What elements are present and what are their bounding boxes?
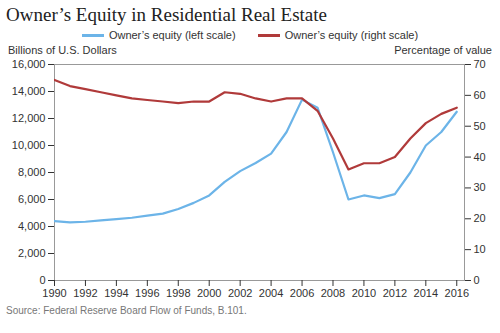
svg-text:8,000: 8,000 <box>18 166 46 178</box>
svg-text:2000: 2000 <box>197 287 221 299</box>
svg-text:2006: 2006 <box>290 287 314 299</box>
svg-text:2010: 2010 <box>352 287 376 299</box>
html-text:Source: Federal Reserve Board: Source: Federal Reserve Board Flow of Fu… <box>6 305 247 316</box>
html-text:Owner’s equity (left scale): Owner’s equity (left scale) <box>108 29 236 41</box>
svg-text:50: 50 <box>474 120 486 132</box>
svg-text:2016: 2016 <box>445 287 469 299</box>
svg-text:1990: 1990 <box>42 287 66 299</box>
svg-text:1998: 1998 <box>166 287 190 299</box>
svg-text:1992: 1992 <box>73 287 97 299</box>
svg-text:10,000: 10,000 <box>12 139 46 151</box>
svg-text:2012: 2012 <box>383 287 407 299</box>
svg-text:40: 40 <box>474 151 486 163</box>
svg-text:20: 20 <box>474 212 486 224</box>
html-text:Owner’s Equity in Residential: Owner’s Equity in Residential Real Estat… <box>6 4 327 25</box>
svg-text:0: 0 <box>474 274 480 286</box>
svg-text:1994: 1994 <box>104 287 128 299</box>
svg-text:60: 60 <box>474 89 486 101</box>
svg-text:1996: 1996 <box>135 287 159 299</box>
svg-text:2014: 2014 <box>414 287 438 299</box>
html-text:Owner’s equity (right scale): Owner’s equity (right scale) <box>284 29 419 41</box>
svg-text:2002: 2002 <box>228 287 252 299</box>
svg-text:12,000: 12,000 <box>12 112 46 124</box>
html-text:Percentage of value: Percentage of value <box>394 44 492 56</box>
svg-text:0: 0 <box>39 274 45 286</box>
html-text:Billions of U.S. Dollars: Billions of U.S. Dollars <box>8 44 117 56</box>
svg-text:2008: 2008 <box>321 287 345 299</box>
svg-text:2004: 2004 <box>259 287 283 299</box>
svg-text:16,000: 16,000 <box>12 58 46 70</box>
svg-text:14,000: 14,000 <box>12 85 46 97</box>
svg-text:70: 70 <box>474 58 486 70</box>
svg-text:30: 30 <box>474 181 486 193</box>
svg-text:4,000: 4,000 <box>18 220 46 232</box>
svg-text:2,000: 2,000 <box>18 247 46 259</box>
svg-text:10: 10 <box>474 243 486 255</box>
svg-text:6,000: 6,000 <box>18 193 46 205</box>
